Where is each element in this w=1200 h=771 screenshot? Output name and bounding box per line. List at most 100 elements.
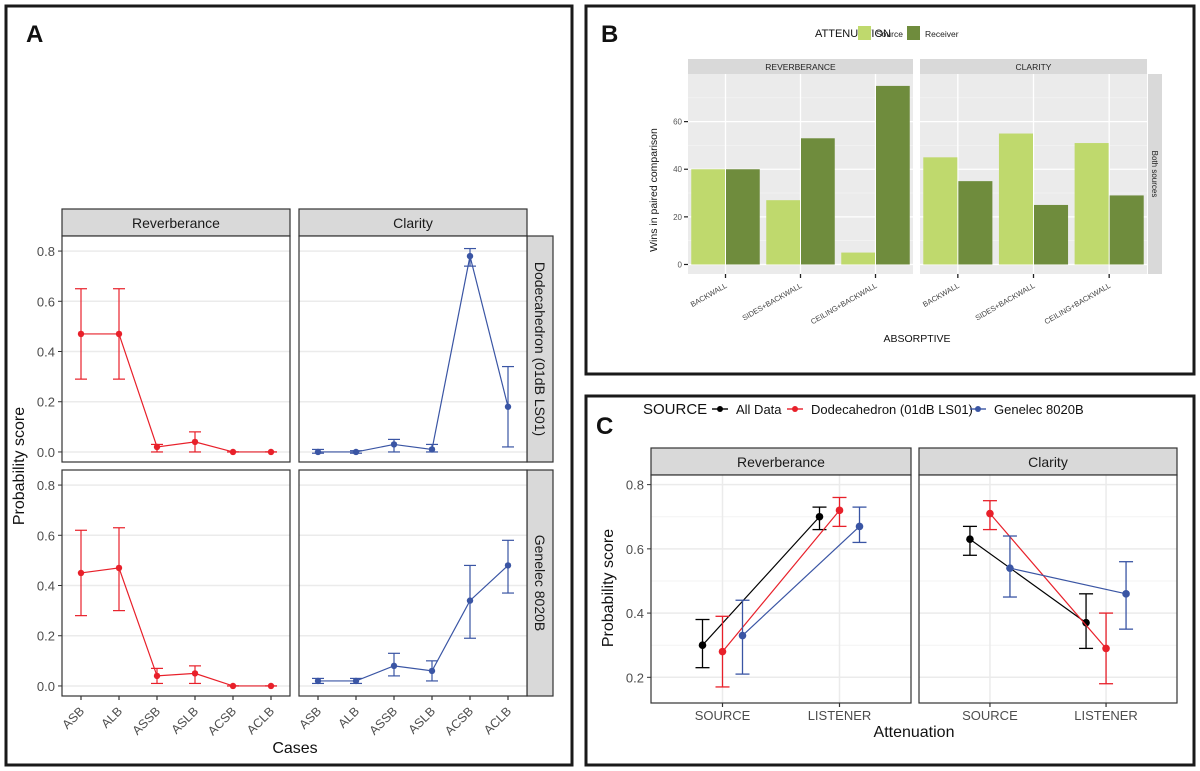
panel-c-label: C	[596, 413, 613, 440]
y-tick-label: 20	[673, 213, 682, 222]
facet-label: Clarity	[1028, 454, 1068, 470]
data-point	[267, 448, 275, 456]
series-line	[318, 255, 509, 453]
chart-a: Reverberance Clarity Dodecahedron (01dB LS…	[11, 208, 554, 757]
data-point	[815, 512, 824, 521]
x-axis-title: ABSORPTIVE	[883, 333, 950, 345]
y-tick-label: 0.4	[37, 345, 55, 360]
data-point	[77, 569, 85, 577]
facet-label: Reverberance	[737, 454, 825, 470]
y-axis-title: Probability score	[600, 529, 617, 647]
data-point	[428, 446, 436, 453]
series-line	[81, 333, 271, 453]
legend-point	[792, 406, 798, 412]
legend-label: Genelec 8020B	[994, 402, 1084, 417]
data-point	[428, 667, 436, 675]
y-tick-label: 0.6	[626, 542, 644, 557]
series-line	[318, 564, 509, 682]
x-axis-title: Attenuation	[874, 724, 955, 741]
row-facet-label: Dodecahedron (01dB LS01)	[532, 262, 548, 436]
panel-a-label: A	[26, 21, 43, 48]
x-tick-label: SOURCE	[962, 708, 1018, 723]
facet-strip	[920, 59, 1147, 74]
legend-title: SOURCE	[643, 401, 707, 418]
row-facet-label: Both sources	[1150, 151, 1159, 198]
data-point	[390, 662, 398, 670]
data-point	[738, 631, 747, 640]
data-point	[698, 641, 707, 649]
y-tick-label: 0.6	[37, 294, 55, 309]
legend-title: ATTENUATION	[815, 28, 891, 40]
y-tick-label: 0.8	[626, 478, 644, 493]
chart-c: SOURCE All Data Dodecahedron (01dB LS01) Ge…	[600, 401, 1178, 741]
data-point	[77, 330, 85, 338]
data-point	[191, 670, 199, 677]
legend-swatch-source	[858, 26, 871, 40]
panel-border	[298, 469, 528, 697]
data-point	[835, 506, 844, 515]
y-tick-label: 0.2	[37, 395, 55, 410]
data-point	[390, 441, 398, 448]
legend-label: Source	[876, 29, 903, 39]
y-tick-label: 0.8	[37, 244, 55, 259]
series-line	[1009, 567, 1127, 595]
x-tick-label: LISTENER	[808, 708, 872, 723]
y-tick-label: 40	[673, 165, 682, 174]
facet-label: Reverberance	[132, 215, 220, 231]
facet-label: CLARITY	[1016, 62, 1052, 72]
data-point	[153, 672, 161, 680]
y-tick-label: 60	[673, 118, 682, 127]
data-point	[855, 522, 864, 531]
data-point	[718, 647, 727, 656]
panel-border	[61, 469, 291, 697]
bar-receiver	[1034, 204, 1069, 265]
facet-strip	[688, 59, 913, 74]
row-strip	[526, 469, 554, 697]
y-axis-title: Probability score	[11, 407, 28, 525]
panel-border	[650, 474, 912, 704]
y-tick-label: 0.4	[37, 579, 55, 594]
facet-strip	[918, 447, 1178, 476]
data-point	[986, 509, 994, 518]
y-tick-label: 0.0	[37, 445, 55, 460]
data-point	[267, 682, 275, 690]
bar-receiver	[958, 181, 993, 265]
data-point	[153, 443, 161, 451]
data-point	[466, 252, 474, 260]
x-tick-label: SOURCE	[695, 708, 751, 723]
panel-bg	[919, 475, 1177, 703]
panel-bg	[62, 470, 290, 696]
panel-b-label: B	[601, 21, 618, 48]
data-point	[115, 564, 123, 572]
data-point	[352, 448, 360, 456]
panel-bg	[299, 470, 527, 696]
series-line	[80, 567, 271, 687]
bar-receiver	[876, 85, 910, 265]
facet-label: Clarity	[393, 215, 433, 231]
legend-point	[975, 406, 981, 412]
bar-source	[1074, 143, 1109, 265]
y-tick-label: 0.4	[626, 606, 644, 621]
y-tick-label: 0.8	[37, 478, 55, 493]
bar-source	[841, 252, 875, 265]
data-point	[966, 535, 974, 544]
panel-border	[61, 235, 291, 463]
data-point	[229, 448, 237, 456]
bar-receiver	[726, 169, 760, 265]
x-axis-title: Cases	[272, 740, 317, 757]
panel-bg	[651, 475, 911, 703]
data-point	[466, 597, 474, 604]
legend-label: All Data	[736, 402, 782, 417]
legend-label: Dodecahedron (01dB LS01)	[811, 402, 973, 417]
panel-border	[298, 235, 528, 463]
facet-strip	[650, 447, 912, 476]
series-line	[742, 525, 860, 637]
bar-source	[998, 133, 1033, 265]
x-tick-label: LISTENER	[1074, 708, 1138, 723]
legend-swatch-receiver	[907, 26, 920, 40]
y-tick-label: 0.2	[626, 670, 644, 685]
y-tick-label: 0.0	[37, 679, 55, 694]
legend-label: Receiver	[925, 29, 959, 39]
